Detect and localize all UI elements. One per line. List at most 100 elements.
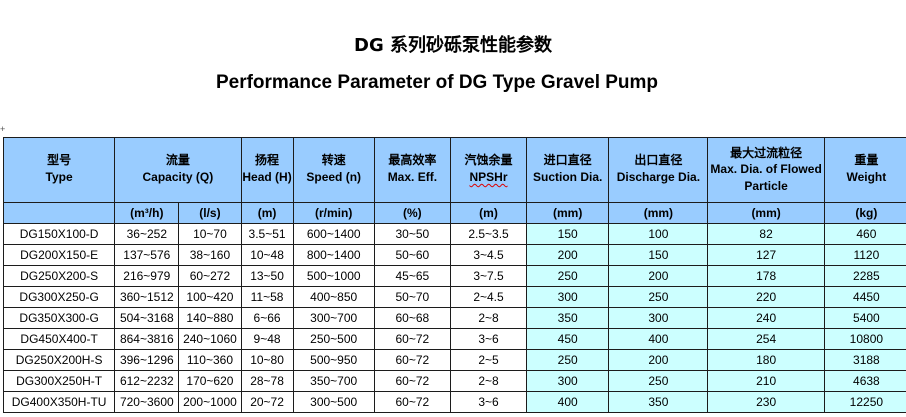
cell-model: DG150X100-D: [2, 223, 116, 245]
cell-suction-dia: 150: [526, 223, 610, 245]
cell-max-particle: 230: [707, 391, 825, 413]
cell-capacity-ls: 170~620: [178, 370, 242, 392]
cell-head: 11~58: [240, 286, 294, 308]
table-anchor-marker: +: [0, 124, 6, 134]
cell-max-particle: 210: [707, 370, 825, 392]
cell-weight: 3188: [823, 349, 906, 371]
cell-discharge-dia: 200: [608, 265, 709, 287]
unit-npshr: (m): [449, 202, 528, 224]
cell-npshr: 3~6: [449, 391, 528, 413]
cell-speed: 300~700: [292, 307, 375, 329]
header-particle-cn: 最大过流粒径: [730, 146, 803, 160]
cell-model: DG200X150-E: [2, 244, 116, 266]
header-max-eff: 最高效率 Max. Eff.: [373, 137, 451, 203]
cell-suction-dia: 450: [526, 328, 610, 350]
table-row: DG200X150-E 137~576 38~160 10~48 800~1400 50~…: [2, 244, 906, 266]
header-suction-dia: 进口直径 Suction Dia.: [526, 137, 610, 203]
page-title-chinese: DG 系列砂砾泵性能参数: [354, 35, 552, 56]
header-npshr-cn: 汽蚀余量: [464, 153, 513, 167]
cell-max-eff: 60~72: [373, 370, 451, 392]
units-row: (m³/h) (l/s) (m) (r/min) (%) (m) (mm) (m…: [2, 202, 906, 224]
header-weight-en: Weight: [846, 170, 887, 184]
unit-discharge: (mm): [608, 202, 709, 224]
cell-max-eff: 30~50: [373, 223, 451, 245]
header-type: 型号 Type: [2, 137, 116, 203]
table-row: DG400X350H-TU 720~3600 200~1000 20~72 300~50…: [2, 391, 906, 413]
cell-max-eff: 60~68: [373, 307, 451, 329]
header-suction-en: Suction Dia.: [533, 170, 603, 184]
cell-model: DG400X350H-TU: [2, 391, 116, 413]
cell-speed: 500~1000: [292, 265, 375, 287]
cell-weight: 2285: [823, 265, 906, 287]
cell-head: 3.5~51: [240, 223, 294, 245]
header-particle-en-line1: Max. Dia. of Flowed: [710, 162, 822, 176]
cell-weight: 12250: [823, 391, 906, 413]
cell-max-particle: 180: [707, 349, 825, 371]
header-particle-en-line2: Particle: [744, 179, 788, 193]
header-npshr: 汽蚀余量 NPSHr: [449, 137, 528, 203]
cell-head: 10~80: [240, 349, 294, 371]
cell-npshr: 2.5~3.5: [449, 223, 528, 245]
header-head: 扬程 Head (H): [240, 137, 294, 203]
unit-head: (m): [240, 202, 294, 224]
unit-speed: (r/min): [292, 202, 375, 224]
cell-suction-dia: 350: [526, 307, 610, 329]
cell-max-eff: 45~65: [373, 265, 451, 287]
table-row: DG450X400-T 864~3816 240~1060 9~48 250~500 60…: [2, 328, 906, 350]
header-capacity-cn: 流量: [165, 153, 190, 167]
cell-npshr: 3~7.5: [449, 265, 528, 287]
cell-discharge-dia: 200: [608, 349, 709, 371]
header-row: 型号 Type 流量 Capacity (Q) 扬程 Head (H) 转速 S…: [2, 137, 906, 203]
cell-discharge-dia: 400: [608, 328, 709, 350]
cell-suction-dia: 250: [526, 349, 610, 371]
header-capacity-en: Capacity (Q): [142, 170, 214, 184]
cell-discharge-dia: 100: [608, 223, 709, 245]
table-row: DG150X100-D 36~252 10~70 3.5~51 600~1400 30~5…: [2, 223, 906, 245]
cell-capacity-m3h: 612~2232: [114, 370, 180, 392]
cell-capacity-m3h: 360~1512: [114, 286, 180, 308]
cell-capacity-ls: 140~880: [178, 307, 242, 329]
cell-weight: 10800: [823, 328, 906, 350]
cell-weight: 460: [823, 223, 906, 245]
cell-max-eff: 60~72: [373, 328, 451, 350]
cell-max-eff: 60~72: [373, 349, 451, 371]
header-capacity: 流量 Capacity (Q): [114, 137, 242, 203]
table-row: DG250X200H-S 396~1296 110~360 10~80 500~950 6…: [2, 349, 906, 371]
cell-max-eff: 60~72: [373, 391, 451, 413]
table-row: DG250X200-S 216~979 60~272 13~50 500~1000 45~…: [2, 265, 906, 287]
cell-capacity-ls: 60~272: [178, 265, 242, 287]
cell-max-particle: 178: [707, 265, 825, 287]
header-head-cn: 扬程: [255, 153, 280, 167]
cell-capacity-ls: 200~1000: [178, 391, 242, 413]
unit-particle: (mm): [707, 202, 825, 224]
cell-head: 28~78: [240, 370, 294, 392]
cell-discharge-dia: 250: [608, 370, 709, 392]
unit-capacity-m3h: (m³/h): [114, 202, 180, 224]
cell-npshr: 2~8: [449, 307, 528, 329]
cell-discharge-dia: 350: [608, 391, 709, 413]
cell-capacity-ls: 110~360: [178, 349, 242, 371]
header-type-en: Type: [45, 170, 73, 184]
table-row: DG300X250-G 360~1512 100~420 11~58 400~850 50…: [2, 286, 906, 308]
cell-capacity-m3h: 504~3168: [114, 307, 180, 329]
header-suction-cn: 进口直径: [543, 153, 592, 167]
header-max-eff-cn: 最高效率: [388, 153, 437, 167]
header-speed: 转速 Speed (n): [292, 137, 375, 203]
cell-max-particle: 127: [707, 244, 825, 266]
table-row: DG300X250H-T 612~2232 170~620 28~78 350~700 6…: [2, 370, 906, 392]
cell-suction-dia: 250: [526, 265, 610, 287]
header-type-cn: 型号: [47, 153, 72, 167]
cell-capacity-m3h: 216~979: [114, 265, 180, 287]
unit-eff: (%): [373, 202, 451, 224]
cell-speed: 350~700: [292, 370, 375, 392]
cell-npshr: 3~4.5: [449, 244, 528, 266]
page-title-english: Performance Parameter of DG Type Gravel …: [215, 72, 659, 93]
cell-discharge-dia: 250: [608, 286, 709, 308]
header-weight-cn: 重量: [854, 153, 879, 167]
cell-suction-dia: 200: [526, 244, 610, 266]
cell-model: DG450X400-T: [2, 328, 116, 350]
table-row: DG350X300-G 504~3168 140~880 6~66 300~700 60~…: [2, 307, 906, 329]
header-discharge-cn: 出口直径: [634, 153, 683, 167]
cell-suction-dia: 300: [526, 286, 610, 308]
cell-max-particle: 254: [707, 328, 825, 350]
